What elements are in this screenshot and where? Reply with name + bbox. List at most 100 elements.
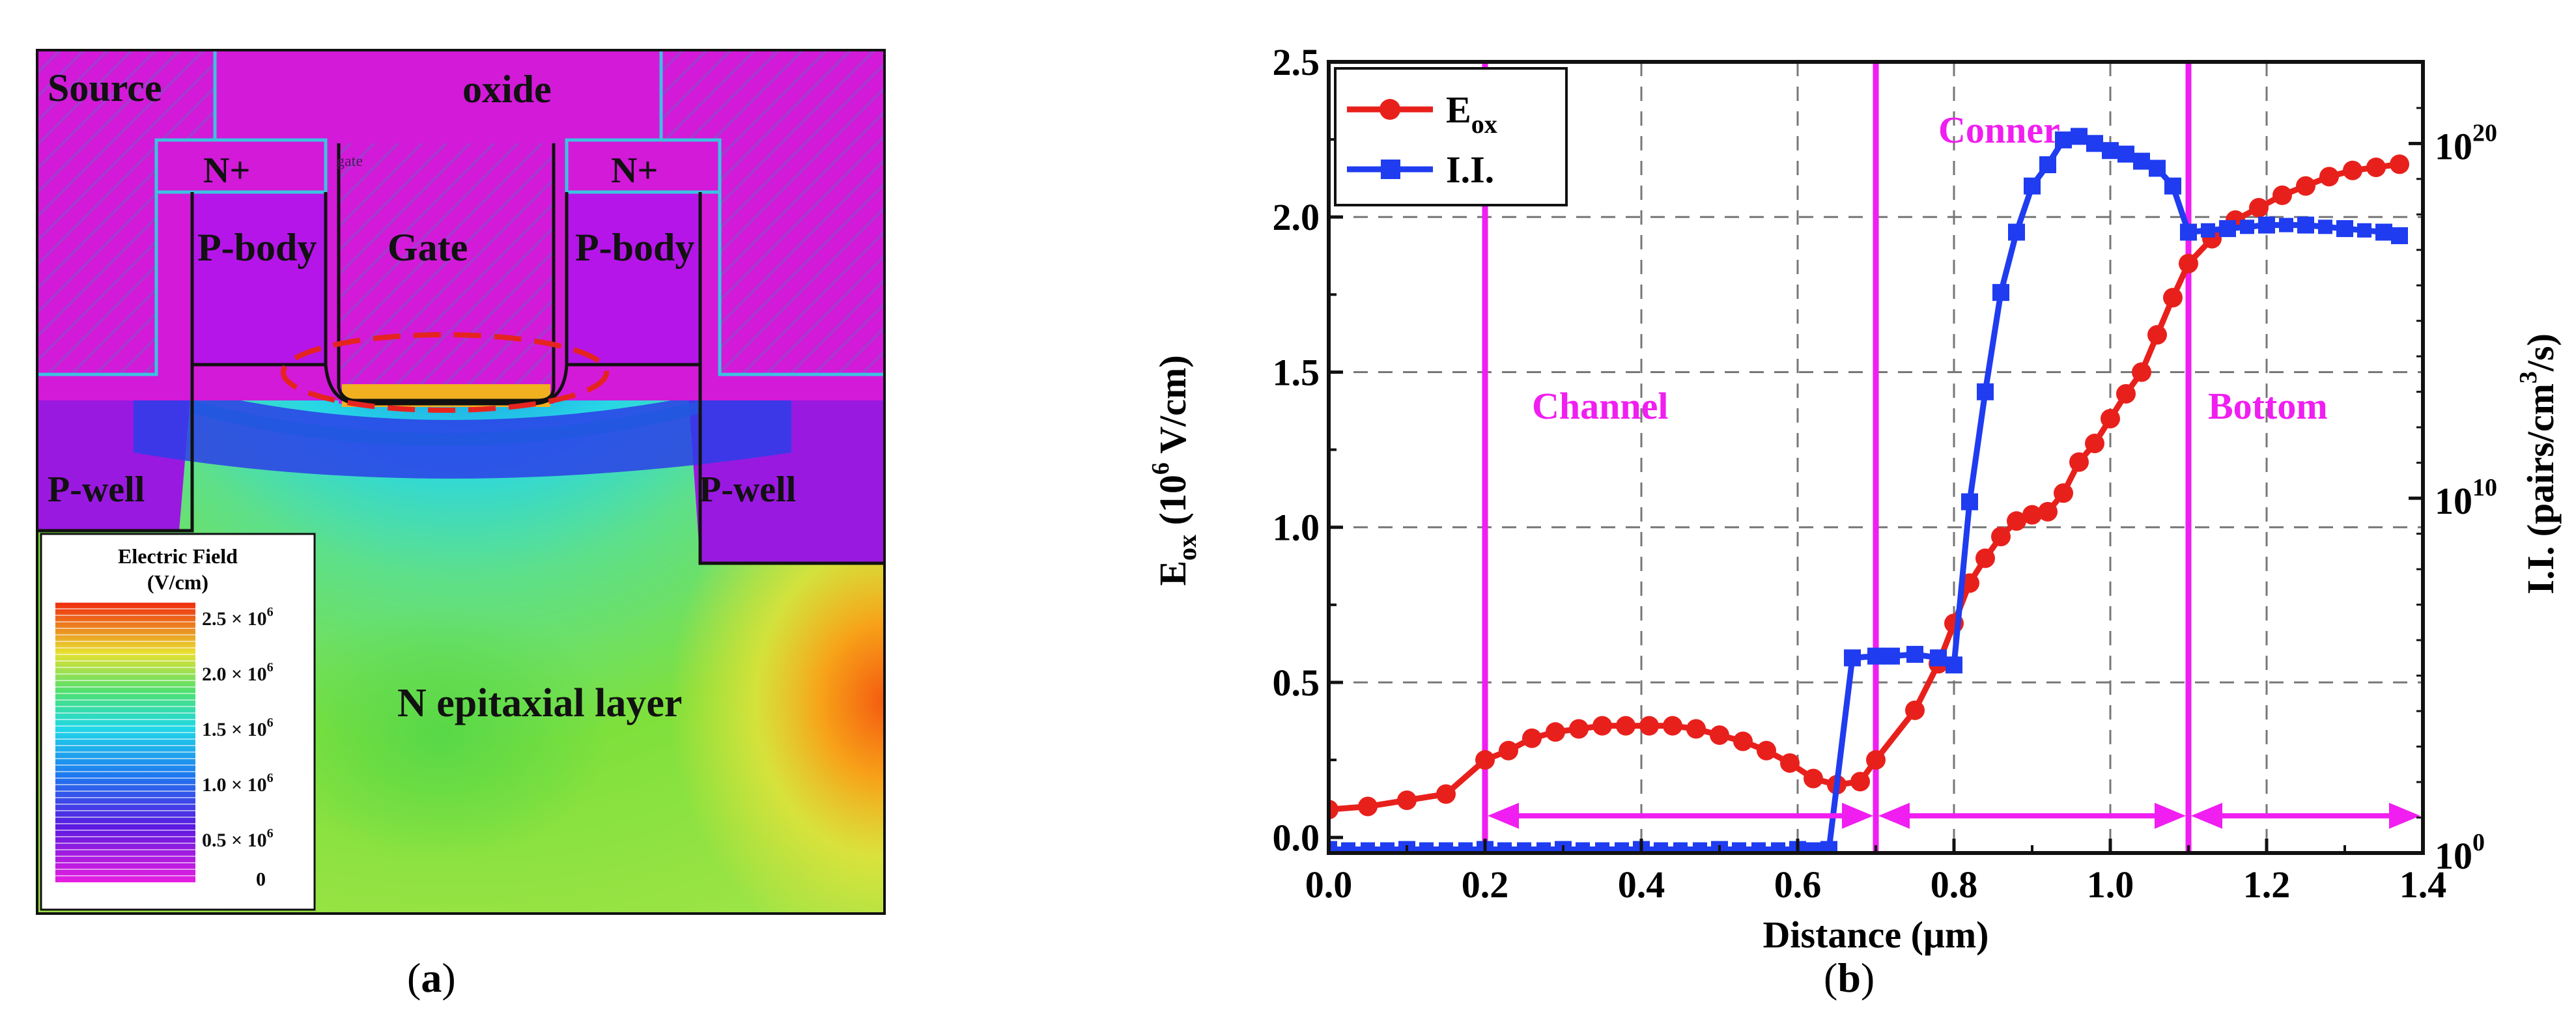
y-axis-label-right: I.I. (pairs/cm3/s) (2515, 333, 2562, 594)
ii-point-fill (1615, 842, 1629, 853)
legend-marker-square (1381, 160, 1400, 179)
label-n-plus-left: N+ (203, 150, 250, 191)
eox-point (1757, 740, 1776, 761)
label-oxide: oxide (462, 68, 552, 111)
x-tick-label-5: 1.0 (2087, 863, 2134, 906)
ii-point-fill (1458, 842, 1473, 853)
ii-point-fill (2357, 223, 2371, 238)
eox-point (2179, 253, 2198, 273)
ii-point-fill (2279, 217, 2293, 232)
label-p-well-left: P-well (48, 469, 145, 510)
legend-title-1: Electric Field (118, 544, 238, 568)
region-arrowhead-left-0 (1488, 802, 1519, 829)
ii-point (1820, 841, 1837, 853)
eox-point (2343, 160, 2362, 180)
legend-tick-4: 0.5 × 106 (202, 826, 274, 851)
x-tick-label-4: 0.8 (1931, 863, 1978, 906)
ii-point-fill (1341, 842, 1355, 853)
ii-point-fill (2318, 219, 2332, 234)
eox-point (1475, 750, 1495, 770)
label-epi-layer: N epitaxial layer (397, 681, 682, 725)
ii-point (1961, 493, 1978, 511)
gate-region (339, 143, 554, 404)
ii-point (1867, 647, 1884, 665)
ii-point (2149, 160, 2166, 177)
caption-b-letter: b (1837, 955, 1861, 1001)
label-p-well-right: P-well (699, 469, 796, 510)
ii-point-fill (1806, 842, 1820, 853)
ii-point (2039, 156, 2056, 174)
legend-tick-0: 2.5 × 106 (202, 605, 274, 630)
ii-point (2258, 216, 2275, 234)
region-arrowhead-right-2 (2389, 802, 2420, 829)
ii-point-fill (1654, 842, 1668, 853)
y-tick-label-left-0: 0.0 (1273, 817, 1320, 859)
y-tick-label-right-1: 1010 (2435, 474, 2497, 522)
ii-point-fill (1771, 842, 1785, 853)
x-axis-label: Distance (μm) (1763, 914, 1989, 956)
eox-point (1329, 800, 1338, 820)
eox-point (2116, 384, 2136, 404)
legend-label-1: I.I. (1446, 148, 1494, 191)
x-tick-label-0: 0.0 (1305, 863, 1353, 906)
x-tick-label-1: 0.2 (1462, 863, 1509, 906)
y-tick-label-left-3: 1.5 (1273, 351, 1320, 393)
eox-point (1546, 722, 1565, 742)
eox-point (1436, 784, 1456, 804)
y-tick-label-left-1: 0.5 (1273, 662, 1320, 704)
eox-point (2390, 154, 2409, 175)
ii-point-fill (1536, 842, 1551, 853)
ii-point (2102, 142, 2119, 160)
y-tick-label-left-4: 2.0 (1273, 196, 1320, 238)
ii-point-fill (2201, 223, 2215, 238)
eox-point (2101, 408, 2120, 428)
label-source: Source (48, 66, 162, 109)
region-arrowhead-left-2 (2191, 802, 2222, 829)
corner-highlight-ellipse (281, 332, 609, 413)
eox-point (1733, 731, 1753, 751)
source-metal-left (36, 49, 215, 374)
eox-point (2272, 185, 2292, 205)
label-p-body-left: P-body (197, 226, 317, 269)
ii-point-fill (1732, 842, 1746, 853)
ii-point (2086, 135, 2103, 152)
eox-point (1397, 790, 1417, 810)
ii-point-fill (1595, 842, 1609, 853)
ii-point (1946, 656, 1962, 674)
legend-tick-zero: 0 (256, 869, 266, 890)
ii-point (1329, 841, 1337, 853)
annotation-channel: Channel (1532, 385, 1669, 427)
eox-point (1499, 740, 1518, 761)
eox-point (1592, 716, 1612, 736)
ii-point (1844, 649, 1861, 667)
ii-point (2008, 223, 2025, 241)
y-tick-label-right-0: 100 (2435, 829, 2485, 877)
y-tick-label-left-2: 1.0 (1273, 507, 1320, 549)
eox-point (2249, 197, 2269, 217)
ii-point (1977, 383, 1994, 400)
y-axis-label-left: Eox (106 V/cm) (1147, 355, 1202, 585)
ii-point (1906, 645, 1923, 663)
legend-colorbar (55, 602, 195, 882)
ii-point (2180, 223, 2197, 241)
eox-point (1866, 750, 1886, 770)
panel-a-device-cross-section: Source oxide N+ N+ P-body P-body Gate P-… (36, 49, 886, 915)
annotation-bottom: Bottom (2208, 385, 2328, 427)
legend-marker-circle (1380, 99, 1400, 120)
series-line-I.I. (1329, 133, 2400, 853)
x-tick-label-2: 0.4 (1618, 863, 1665, 906)
ii-point (2297, 216, 2314, 234)
legend-tick-3: 1.0 × 106 (202, 771, 274, 796)
ii-point-fill (1361, 842, 1375, 853)
ii-point-fill (1693, 842, 1707, 853)
x-tick-label-7: 1.4 (2399, 863, 2447, 906)
annotation-conner: Conner (1938, 109, 2060, 151)
eox-point (2132, 362, 2151, 382)
y-tick-label-right-2: 1020 (2435, 119, 2497, 167)
source-metal-right (661, 49, 886, 374)
region-arrowhead-right-0 (1842, 802, 1873, 829)
caption-a-letter: a (421, 955, 442, 1001)
ii-point (1883, 647, 1900, 665)
eox-point (1905, 700, 1925, 720)
label-p-body-right: P-body (575, 226, 694, 269)
